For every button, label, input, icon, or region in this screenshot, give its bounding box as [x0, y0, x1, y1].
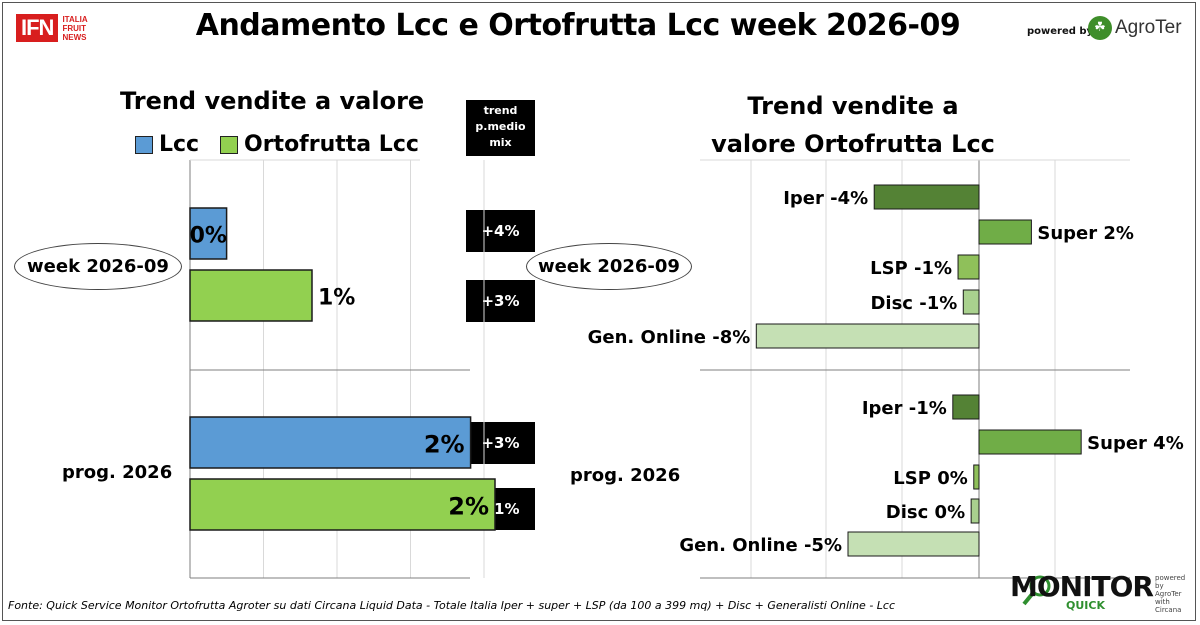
- powered-by: powered by: [1027, 26, 1094, 37]
- ifn-logo-side: ITALIA FRUIT NEWS: [62, 15, 87, 42]
- right-bar-label: Gen. Online -5%: [679, 535, 842, 556]
- left-bar-label: 2%: [424, 431, 465, 459]
- page-title: Andamento Lcc e Ortofrutta Lcc week 2026…: [195, 8, 961, 43]
- monitor-logo-word: MONITOR: [1010, 570, 1154, 603]
- left-bar-orto-0: [189, 269, 313, 322]
- legend-lcc-swatch: [135, 135, 153, 154]
- right-bar-label: LSP 0%: [893, 468, 967, 489]
- right-bar-online-1: [847, 531, 980, 557]
- ifn-side-2: FRUIT: [62, 23, 87, 33]
- right-bar-label: Gen. Online -8%: [588, 327, 751, 348]
- right-bar-disc-0: [962, 289, 980, 315]
- left-bar-lcc-1: [189, 416, 472, 469]
- monitor-side-3: with: [1155, 598, 1170, 606]
- tree-icon: ☘: [1088, 16, 1112, 40]
- agroter-logo-text: AgroTer: [1115, 17, 1182, 38]
- right-week-label: week 2026-09: [526, 243, 692, 290]
- right-bar-label: Super 4%: [1087, 433, 1184, 454]
- right-bar-label: Iper -1%: [862, 398, 947, 419]
- monitor-logo-side: powered by AgroTer with Circana: [1155, 574, 1185, 614]
- right-bar-label: LSP -1%: [870, 258, 952, 279]
- magnifier-handle: [1022, 591, 1035, 606]
- right-bar-iper-0: [873, 184, 980, 210]
- agroter-logo: ☘ AgroTer: [1088, 16, 1182, 40]
- left-bar-orto-1: [189, 478, 496, 531]
- legend-orto-label: Ortofrutta Lcc: [244, 132, 419, 157]
- legend-orto-swatch: [220, 135, 238, 154]
- monitor-logo-quick: QUICK: [1066, 599, 1105, 612]
- right-bar-label: Disc 0%: [886, 502, 965, 523]
- left-bar-lcc-0: [189, 207, 228, 260]
- trend-week-lcc: +4%: [466, 210, 535, 252]
- right-bar-label: Disc -1%: [870, 293, 957, 314]
- monitor-side-4: Circana: [1155, 606, 1182, 614]
- right-bar-super-1: [978, 429, 1082, 455]
- right-bar-label: Super 2%: [1037, 223, 1134, 244]
- monitor-quick-logo: MONITOR QUICK powered by AgroTer with Ci…: [1010, 570, 1185, 614]
- right-bar-lsp-1: [973, 464, 980, 490]
- ifn-side-3: NEWS: [62, 32, 87, 42]
- ifn-logo-mark: IFN: [16, 14, 59, 42]
- left-bar-label: 0%: [190, 224, 227, 249]
- ifn-side-1: ITALIA: [62, 14, 88, 24]
- trend-prog-lcc: +3%: [466, 422, 535, 464]
- right-bar-super-0: [978, 219, 1032, 245]
- monitor-side-1: powered by: [1155, 574, 1186, 590]
- ifn-logo: IFN ITALIA FRUIT NEWS: [16, 14, 88, 42]
- left-chart-title: Trend vendite a valore: [120, 87, 425, 115]
- monitor-side-2: AgroTer: [1155, 590, 1182, 598]
- right-bar-online-0: [755, 323, 980, 349]
- trend-header: trend p.medio mix: [466, 100, 535, 156]
- left-bar-label: 2%: [448, 493, 489, 521]
- left-week-label: week 2026-09: [14, 243, 182, 290]
- right-bar-lsp-0: [957, 254, 980, 280]
- legend-lcc: Lcc: [135, 132, 199, 157]
- legend-orto: Ortofrutta Lcc: [220, 132, 419, 157]
- right-chart-title: Trend vendite a valore Ortofrutta Lcc: [711, 92, 995, 158]
- magnifier-icon: [1022, 575, 1051, 606]
- right-bar-label: Iper -4%: [783, 188, 868, 209]
- footer-source: Fonte: Quick Service Monitor Ortofrutta …: [8, 599, 896, 612]
- magnifier-lens: [1029, 575, 1051, 597]
- left-bar-label: 1%: [318, 286, 355, 311]
- right-prog-label: prog. 2026: [570, 465, 681, 486]
- right-bar-iper-1: [952, 394, 980, 420]
- trend-week-orto: +3%: [466, 280, 535, 322]
- right-bar-disc-1: [970, 498, 980, 524]
- left-prog-label: prog. 2026: [62, 462, 173, 483]
- legend-lcc-label: Lcc: [159, 132, 200, 157]
